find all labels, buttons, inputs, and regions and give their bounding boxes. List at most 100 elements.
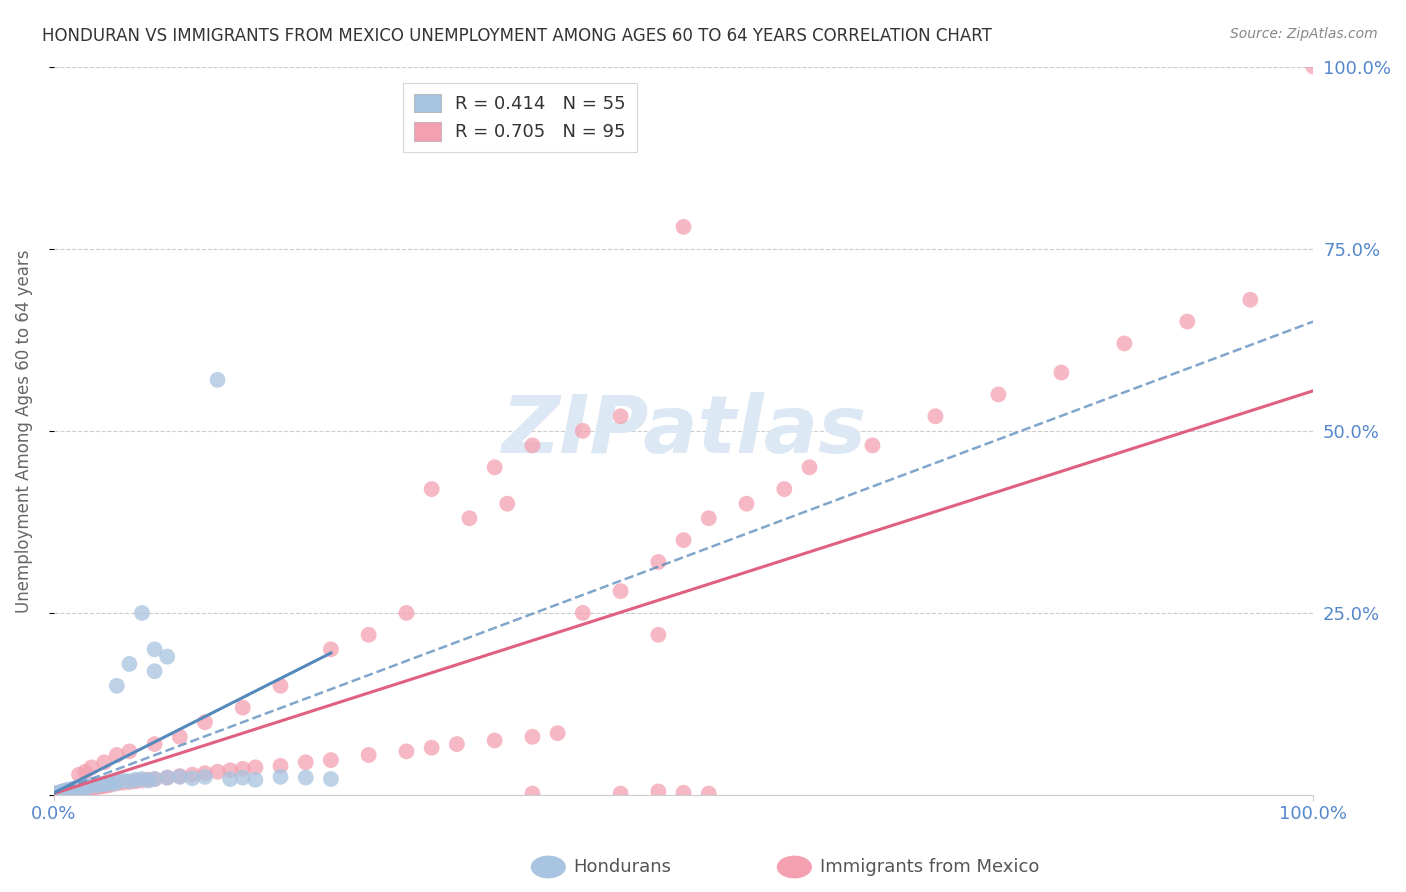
Point	[80, 780, 103, 795]
Point	[70, 780, 93, 795]
Y-axis label: Unemployment Among Ages 60 to 64 years: Unemployment Among Ages 60 to 64 years	[15, 249, 32, 613]
Point	[1239, 293, 1261, 307]
Point	[1302, 60, 1324, 74]
Point	[105, 775, 128, 789]
Point	[143, 772, 166, 786]
Point	[125, 774, 148, 789]
Point	[647, 628, 669, 642]
Text: HONDURAN VS IMMIGRANTS FROM MEXICO UNEMPLOYMENT AMONG AGES 60 TO 64 YEARS CORREL: HONDURAN VS IMMIGRANTS FROM MEXICO UNEMP…	[42, 27, 993, 45]
Point	[194, 766, 217, 780]
Point	[219, 764, 242, 778]
Point	[103, 776, 125, 790]
Point	[53, 784, 76, 798]
Point	[87, 779, 110, 793]
Point	[67, 767, 90, 781]
Point	[207, 373, 229, 387]
Point	[773, 482, 796, 496]
Point	[169, 770, 191, 784]
Point	[112, 775, 135, 789]
Point	[156, 771, 179, 785]
Point	[862, 438, 884, 452]
Point	[319, 753, 342, 767]
Point	[194, 770, 217, 784]
Point	[76, 780, 98, 794]
Point	[609, 409, 631, 424]
Point	[735, 497, 758, 511]
Point	[697, 511, 720, 525]
Point	[245, 760, 267, 774]
Point	[52, 785, 75, 799]
Text: Source: ZipAtlas.com: Source: ZipAtlas.com	[1230, 27, 1378, 41]
Point	[647, 784, 669, 798]
Point	[522, 730, 544, 744]
Point	[53, 783, 76, 797]
Point	[48, 786, 70, 800]
Point	[136, 772, 159, 787]
Point	[100, 775, 122, 789]
Point	[131, 773, 153, 788]
Point	[59, 784, 82, 798]
Point	[156, 649, 179, 664]
Point	[609, 584, 631, 599]
Point	[75, 764, 97, 779]
Point	[87, 780, 110, 794]
Point	[105, 679, 128, 693]
Point	[799, 460, 821, 475]
Point	[46, 786, 69, 800]
Point	[232, 771, 254, 785]
Point	[76, 780, 98, 795]
Point	[105, 747, 128, 762]
Point	[80, 760, 103, 774]
Point	[75, 781, 97, 796]
Point	[232, 762, 254, 776]
Point	[143, 737, 166, 751]
Point	[357, 747, 380, 762]
Point	[105, 776, 128, 790]
Point	[90, 777, 112, 791]
Point	[181, 767, 204, 781]
Point	[319, 642, 342, 657]
Point	[45, 787, 67, 801]
Point	[270, 679, 292, 693]
Point	[67, 782, 90, 797]
Point	[66, 782, 89, 797]
Point	[294, 771, 316, 785]
Point	[143, 772, 166, 786]
Point	[63, 783, 86, 797]
Point	[65, 781, 87, 796]
Point	[49, 786, 72, 800]
Point	[697, 787, 720, 801]
Point	[194, 715, 217, 730]
Point	[924, 409, 946, 424]
Point	[93, 756, 115, 770]
Point	[59, 783, 82, 797]
Point	[46, 787, 69, 801]
Point	[219, 772, 242, 786]
Point	[1175, 314, 1198, 328]
Point	[270, 759, 292, 773]
Point	[395, 744, 418, 758]
Point	[112, 773, 135, 788]
Text: Immigrants from Mexico: Immigrants from Mexico	[820, 858, 1039, 876]
Text: ZIPatlas: ZIPatlas	[501, 392, 866, 470]
Point	[458, 511, 481, 525]
Point	[232, 700, 254, 714]
Point	[125, 772, 148, 787]
Point	[65, 782, 87, 797]
Point	[58, 783, 80, 797]
Point	[672, 533, 695, 547]
Text: Hondurans: Hondurans	[574, 858, 672, 876]
Point	[73, 780, 96, 794]
Point	[420, 740, 443, 755]
Point	[80, 779, 103, 793]
Point	[65, 781, 87, 796]
Point	[1050, 366, 1073, 380]
Point	[83, 778, 105, 792]
Point	[572, 424, 595, 438]
Point	[136, 773, 159, 788]
Point	[987, 387, 1010, 401]
Point	[70, 781, 93, 796]
Point	[62, 783, 84, 797]
Point	[49, 785, 72, 799]
Point	[63, 783, 86, 797]
